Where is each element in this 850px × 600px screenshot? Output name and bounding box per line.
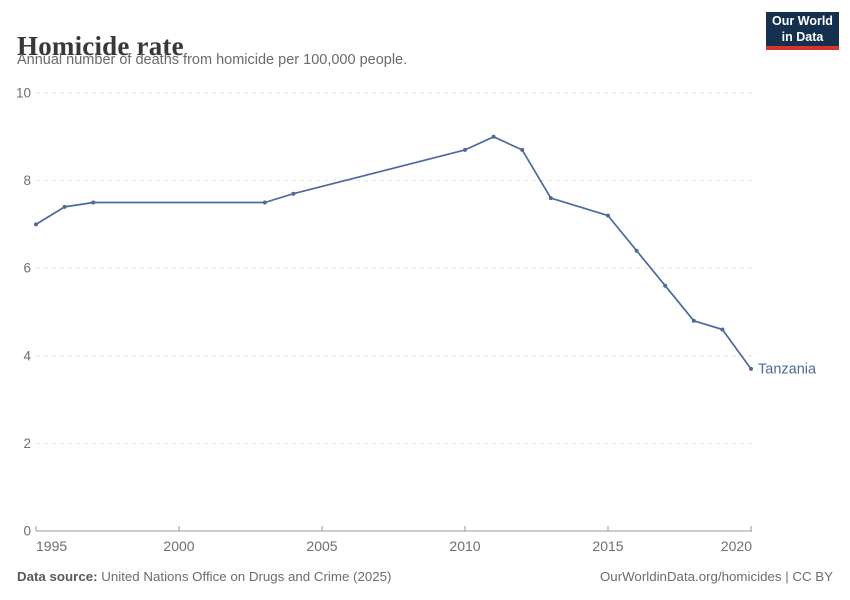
data-point-marker[interactable] bbox=[634, 248, 639, 253]
series-line[interactable] bbox=[35, 135, 752, 370]
data-point-marker[interactable] bbox=[720, 327, 725, 332]
data-source-label: Data source: bbox=[17, 569, 98, 584]
data-point-marker[interactable] bbox=[262, 200, 267, 205]
logo-line-1: Our World bbox=[772, 14, 833, 28]
x-axis-tick-label: 2020 bbox=[721, 538, 752, 554]
owid-logo[interactable]: Our World in Data bbox=[766, 12, 839, 51]
y-axis-tick-label: 6 bbox=[23, 261, 31, 276]
data-point-marker[interactable] bbox=[62, 204, 67, 209]
y-axis-tick-label: 10 bbox=[16, 86, 31, 101]
data-source-value: United Nations Office on Drugs and Crime… bbox=[101, 569, 392, 584]
data-point-marker[interactable] bbox=[749, 366, 753, 371]
data-point-marker[interactable] bbox=[548, 196, 553, 201]
x-axis-tick-label: 2010 bbox=[449, 538, 480, 554]
x-axis-tick-label: 2000 bbox=[163, 538, 194, 554]
data-point-marker[interactable] bbox=[463, 147, 467, 152]
x-axis-tick-label: 2015 bbox=[592, 538, 623, 554]
data-source-note: Data source: United Nations Office on Dr… bbox=[17, 569, 391, 584]
chart-subtitle: Annual number of deaths from homicide pe… bbox=[17, 52, 408, 68]
data-point-marker[interactable] bbox=[606, 213, 610, 218]
data-point-marker[interactable] bbox=[91, 200, 96, 205]
entity-label[interactable]: Tanzania bbox=[758, 362, 817, 378]
data-point-marker[interactable] bbox=[291, 191, 296, 196]
y-axis-tick-label: 2 bbox=[23, 436, 31, 451]
owid-license-link[interactable]: OurWorldinData.org/homicides | CC BY bbox=[599, 569, 833, 584]
x-axis-tick-label: 1995 bbox=[36, 538, 67, 554]
data-point-marker[interactable] bbox=[34, 222, 38, 227]
page-title: Homicide rate bbox=[17, 31, 184, 62]
chart-footer: Data source: United Nations Office on Dr… bbox=[17, 569, 833, 584]
y-axis-tick-label: 4 bbox=[23, 348, 31, 363]
y-axis-tick-label: 8 bbox=[23, 173, 31, 188]
data-point-marker[interactable] bbox=[520, 147, 525, 152]
logo-line-2: in Data bbox=[781, 29, 824, 44]
y-axis-tick-label: 0 bbox=[23, 524, 31, 539]
data-point-marker[interactable] bbox=[691, 318, 696, 323]
logo-red-strip bbox=[766, 46, 839, 51]
data-point-marker[interactable] bbox=[663, 283, 668, 288]
line-chart[interactable]: 0 2 4 6 8 10 1995 2000 2005 2010 2015 2020 Tanzania bbox=[0, 85, 850, 565]
x-axis-tick-label: 2005 bbox=[306, 538, 337, 554]
data-point-marker[interactable] bbox=[491, 134, 496, 139]
